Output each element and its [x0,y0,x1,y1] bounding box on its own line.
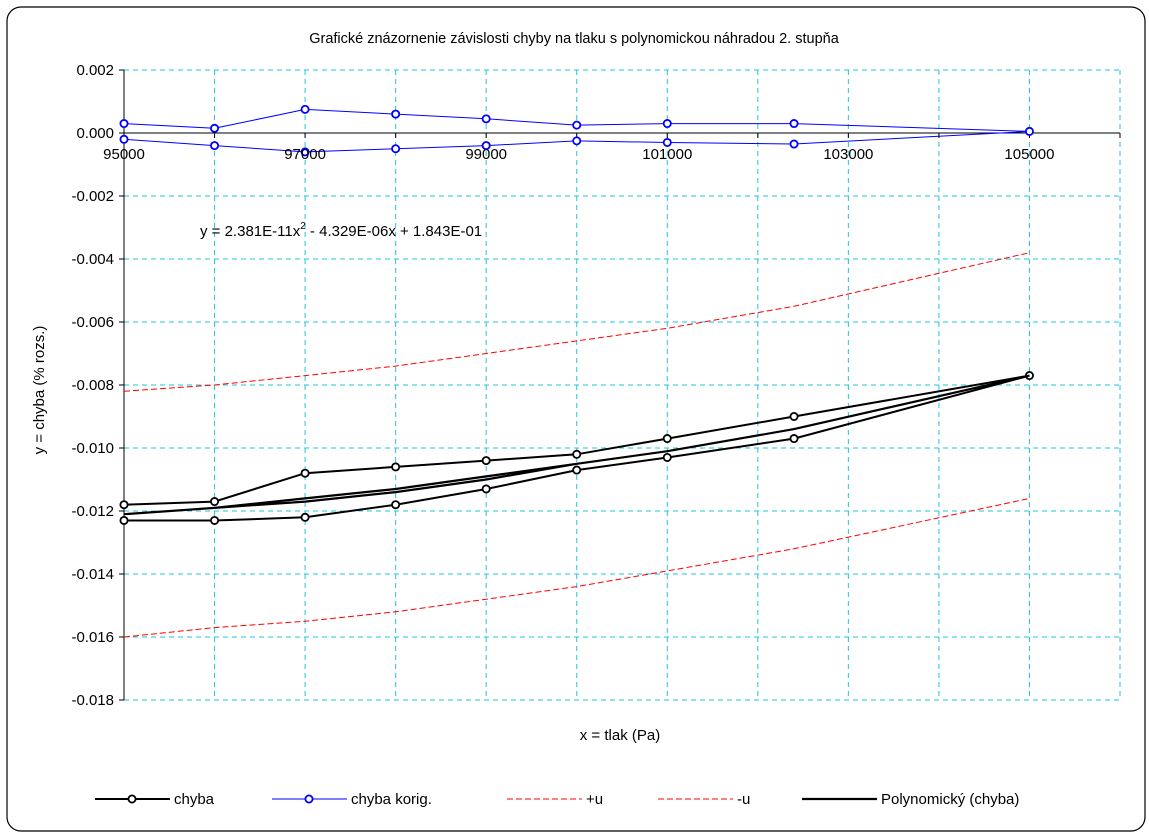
legend-label-u: -u [737,791,750,808]
data-point-chyba [391,500,401,510]
data-point-chyba [662,434,672,444]
data-point-chyba [481,456,491,466]
data-point-chyba-korig [1024,126,1034,136]
y-tick-label: -0.012 [71,503,114,520]
data-point-chyba-korig [572,136,582,146]
axes [119,69,1121,701]
legend-label-chyba: chyba [174,791,215,808]
series-line-u [123,497,1030,638]
x-tick-label: 97000 [284,146,326,163]
data-point-chyba-korig [300,104,310,114]
tick-labels: 0.002 0.000 -0.002 -0.004 -0.006 -0.008 -0.010… [71,62,1054,709]
data-point-chyba-korig [119,119,129,129]
data-point-chyba-korig [789,119,799,129]
data-point-chyba-korig [300,147,310,157]
data-point-chyba [119,515,129,525]
y-tick-label: -0.014 [71,566,114,583]
legend-label-chyba-korig: chyba korig. [351,791,432,808]
data-point-chyba-korig [391,144,401,154]
data-point-chyba-korig [662,119,672,129]
data-point-chyba [119,500,129,510]
data-point-chyba [210,515,220,525]
data-point-chyba-korig [789,139,799,149]
data-point-chyba [210,497,220,507]
y-tick-label: -0.008 [71,377,114,394]
data-point-chyba [789,434,799,444]
data-point-chyba-korig [210,141,220,151]
y-axis-label: y = chyba (% rozs.) [31,326,48,455]
x-tick-label: 99000 [465,146,507,163]
trendline-equation: y = 2.381E-11x2 - 4.329E-06x + 1.843E-01 [200,221,482,240]
data-point-chyba [662,452,672,462]
y-tick-label: 0.002 [76,62,114,79]
data-point-chyba [481,484,491,494]
x-tick-label: 95000 [103,146,145,163]
legend: chyba chyba korig. +u -u Polynomický (chyba) [95,791,1019,808]
data-point-chyba-korig [662,137,672,147]
chart-border [6,6,1146,832]
x-axis-label: x = tlak (Pa) [580,727,660,744]
x-tick-label: 105000 [1004,146,1054,163]
chart-title: Grafické znázornenie závislosti chyby na… [309,31,839,47]
y-tick-label: -0.010 [71,440,114,457]
data-point-chyba [789,411,799,421]
data-point-chyba [572,449,582,459]
data-point-chyba [300,512,310,522]
series-group [119,104,1034,638]
y-tick-label: -0.018 [71,692,114,709]
data-point-chyba-korig [391,109,401,119]
data-point-chyba-korig [481,114,491,124]
y-tick-label: -0.004 [71,251,114,268]
y-tick-label: -0.006 [71,314,114,331]
data-point-chyba-korig [481,141,491,151]
y-tick-label: -0.002 [71,188,114,205]
x-tick-label: 103000 [823,146,873,163]
legend-label-u: +u [586,791,603,808]
y-tick-label: -0.016 [71,629,114,646]
data-point-chyba-korig [210,123,220,133]
y-tick-label: 0.000 [76,125,114,142]
series-line-u [123,252,1030,392]
plot-area [119,69,1121,701]
x-tick-label: 101000 [642,146,692,163]
data-point-chyba-korig [572,120,582,130]
legend-marker-chyba [127,794,137,804]
equation-superscript: 2 [300,221,306,232]
legend-marker-chyba-korig [304,794,314,804]
data-point-chyba [391,462,401,472]
legend-label-polynomick-chyba: Polynomický (chyba) [881,791,1019,808]
series-line-polynomick-chyba [123,374,1030,516]
data-point-chyba [300,468,310,478]
data-point-chyba [572,465,582,475]
data-point-chyba-korig [119,134,129,144]
